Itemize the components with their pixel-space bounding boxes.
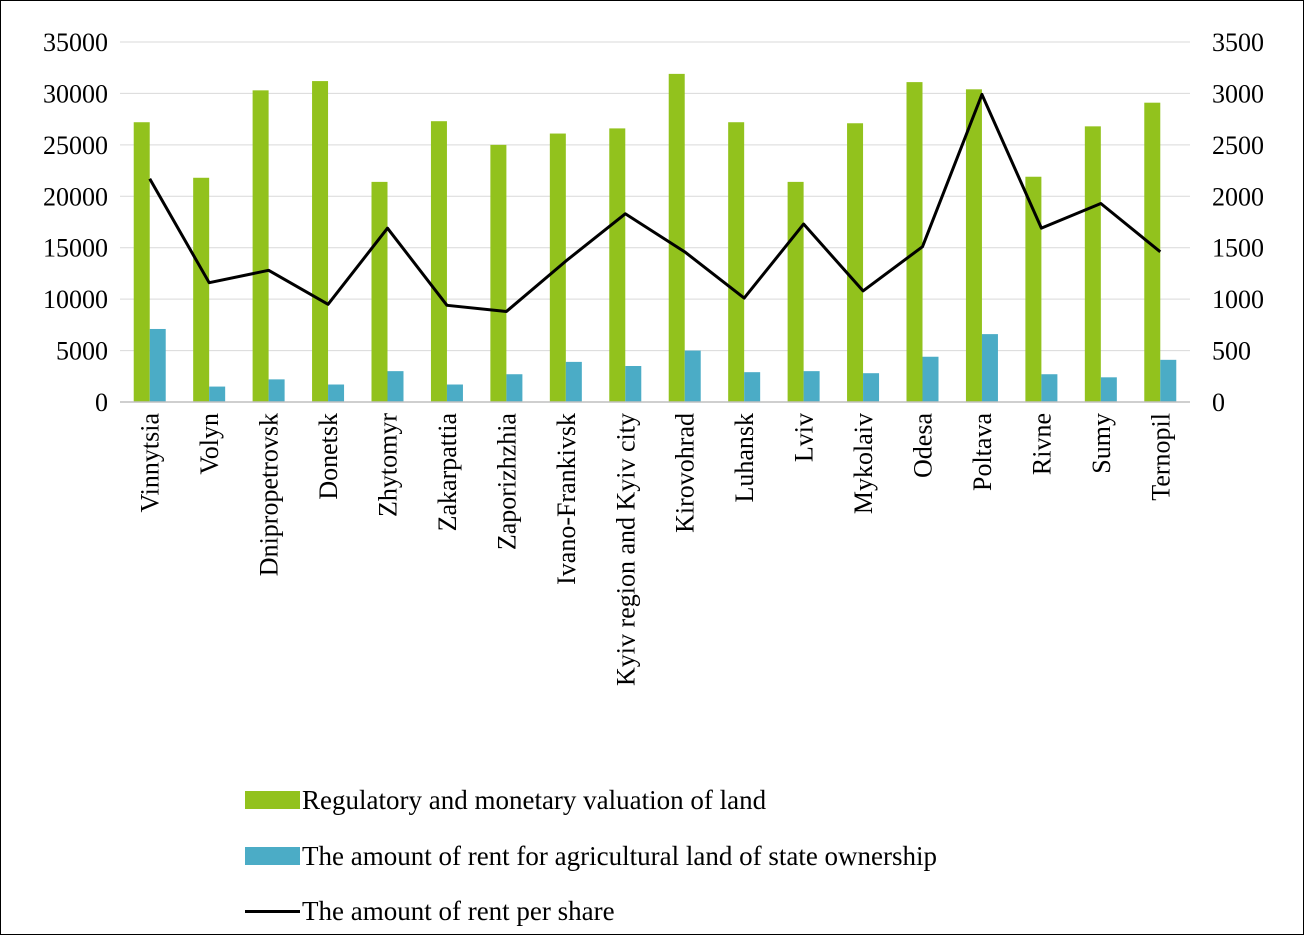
bar-rent-state: [625, 366, 642, 402]
bar-rent-state: [684, 350, 701, 402]
bar-valuation: [1084, 126, 1101, 402]
y-right-tick-label: 0: [1212, 388, 1225, 417]
y-right-tick-label: 1500: [1212, 234, 1264, 263]
legend-label-rent-share: The amount of rent per share: [302, 895, 615, 926]
legend-swatch-rent-state: [245, 847, 300, 865]
x-tick-label: Vinnytsia: [136, 413, 165, 513]
y-right-tick-label: 500: [1212, 337, 1251, 366]
y-left-tick-label: 15000: [43, 234, 108, 263]
x-tick-label: Kyiv region and Kyiv city: [611, 413, 640, 686]
x-tick-label: Zhytomyr: [374, 413, 403, 517]
bar-rent-state: [803, 371, 820, 402]
gridlines: [120, 41, 1190, 352]
y-left-tick-label: 0: [95, 388, 108, 417]
legend-item-rent-state: The amount of rent for agricultural land…: [245, 836, 937, 876]
x-tick-label: Rivne: [1027, 413, 1056, 475]
y-right-tick-label: 3000: [1212, 79, 1264, 108]
y-left-tick-label: 30000: [43, 79, 108, 108]
y-left-tick-label: 10000: [43, 285, 108, 314]
bar-rent-state: [1100, 377, 1117, 402]
y-right-tick-label: 2500: [1212, 131, 1264, 160]
bar-valuation: [787, 181, 804, 402]
bar-rent-state: [863, 373, 880, 402]
bar-rent-state: [387, 371, 404, 402]
rent-per-share-line: [148, 92, 1162, 313]
bar-valuation: [965, 89, 982, 403]
series-line-rent-per-share: [148, 92, 1162, 313]
y-right-tick-label: 3500: [1212, 28, 1264, 57]
bar-valuation: [1144, 102, 1161, 402]
x-tick-label: Kirovohrad: [671, 413, 700, 533]
bar-rent-state: [1041, 374, 1058, 402]
y-right-tick-label: 2000: [1212, 182, 1264, 211]
bar-rent-state: [506, 374, 523, 402]
x-tick-label: Lviv: [790, 413, 819, 462]
legend-line-rent-share: [245, 909, 300, 913]
bar-valuation: [252, 90, 269, 402]
bar-valuation: [1025, 176, 1042, 402]
x-tick-label: Poltava: [968, 413, 997, 491]
x-tick-label: Zakarpattia: [433, 413, 462, 532]
bar-rent-state: [981, 334, 998, 402]
bars: [133, 73, 1177, 403]
bar-valuation: [668, 73, 685, 402]
x-tick-label: Luhansk: [730, 413, 759, 503]
x-tick-label: Mykolaiv: [849, 413, 878, 514]
y-left-tick-label: 25000: [43, 131, 108, 160]
x-tick-label: Zaporizhzhia: [492, 413, 521, 551]
x-tick-label: Ivano-Frankivsk: [552, 413, 581, 585]
x-tick-label: Volyn: [195, 413, 224, 475]
bar-rent-state: [328, 384, 345, 402]
bar-valuation: [490, 144, 507, 402]
x-tick-label: Sumy: [1087, 413, 1116, 474]
bar-valuation: [312, 81, 329, 402]
bar-rent-state: [744, 372, 761, 402]
bar-valuation: [728, 122, 745, 402]
bar-valuation: [430, 121, 447, 402]
legend-item-valuation: Regulatory and monetary valuation of lan…: [245, 780, 766, 820]
bar-valuation: [847, 123, 864, 402]
axes: 0 5000 10000 15000 20000 25000 30000 35000 0 500 1…: [43, 28, 1264, 686]
y-left-tick-label: 35000: [43, 28, 108, 57]
bar-rent-state: [446, 384, 463, 402]
bar-valuation: [906, 82, 923, 402]
legend-swatch-valuation: [245, 791, 300, 809]
bar-rent-state: [922, 356, 939, 402]
bar-rent-state: [1160, 359, 1177, 402]
y-right-tick-label: 1000: [1212, 285, 1264, 314]
bar-rent-state: [149, 328, 166, 402]
legend-label-rent-state: The amount of rent for agricultural land…: [302, 840, 938, 871]
bar-valuation: [193, 177, 210, 402]
y-left-tick-label: 20000: [43, 182, 108, 211]
bar-valuation: [371, 181, 388, 402]
bar-rent-state: [268, 379, 285, 402]
x-tick-label: Odesa: [909, 413, 938, 478]
x-tick-label: Donetsk: [314, 413, 343, 500]
x-tick-label: Dnipropetrovsk: [255, 413, 284, 576]
y-left-tick-label: 5000: [56, 337, 108, 366]
bar-valuation: [609, 128, 626, 402]
bar-valuation: [133, 122, 150, 402]
legend-label-valuation: Regulatory and monetary valuation of lan…: [302, 784, 767, 815]
bar-rent-state: [209, 386, 226, 402]
x-tick-label: Ternopil: [1146, 413, 1175, 501]
legend-item-rent-share: The amount of rent per share: [245, 891, 615, 931]
bar-rent-state: [565, 361, 582, 402]
